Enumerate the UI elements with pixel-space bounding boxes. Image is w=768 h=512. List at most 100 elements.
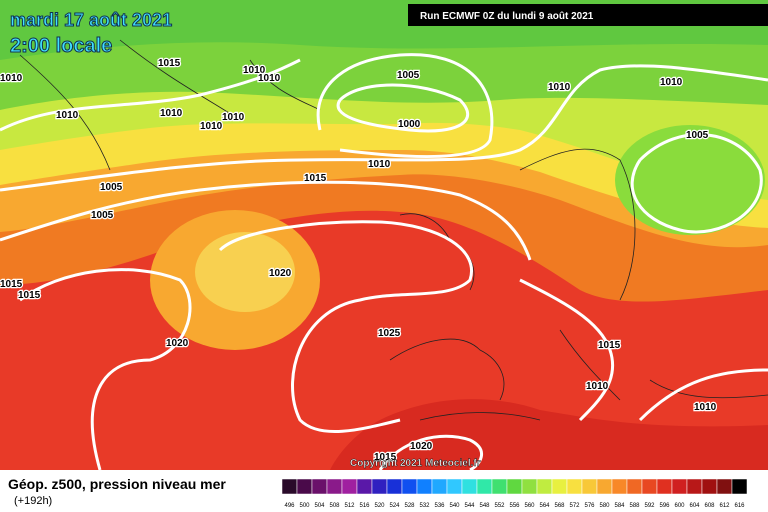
coast-greenland bbox=[19, 39, 321, 171]
color-label: 504 bbox=[314, 503, 325, 509]
color-label: 500 bbox=[299, 503, 310, 509]
isobar bbox=[0, 64, 768, 192]
isobar-label: 1015 bbox=[158, 58, 181, 69]
color-swatch bbox=[371, 478, 388, 495]
color-label: 528 bbox=[404, 503, 415, 509]
date-label: mardi 17 août 2021 bbox=[10, 10, 172, 30]
color-label: 584 bbox=[614, 503, 625, 509]
isobar-label: 1010 bbox=[660, 77, 683, 88]
isobars bbox=[0, 53, 768, 472]
color-label: 588 bbox=[629, 503, 640, 509]
isobar bbox=[316, 53, 494, 159]
isobar-label: 1010 bbox=[694, 402, 717, 413]
color-swatch bbox=[551, 478, 568, 495]
isobar-label: 1005 bbox=[91, 210, 114, 221]
color-swatch bbox=[461, 478, 478, 495]
color-swatch bbox=[731, 478, 748, 495]
isobar-label: 1020 bbox=[269, 268, 292, 279]
isobar-label: 1010 bbox=[56, 110, 79, 121]
color-label: 512 bbox=[344, 503, 355, 509]
isobar-label: 1010 bbox=[243, 65, 266, 76]
color-label: 496 bbox=[284, 503, 295, 509]
color-swatch bbox=[566, 478, 583, 495]
isobar-label: 1020 bbox=[166, 338, 189, 349]
color-swatch bbox=[491, 478, 508, 495]
isobar-label: 1025 bbox=[378, 328, 401, 339]
isobar-label: 1000 bbox=[398, 119, 421, 130]
color-label: 580 bbox=[599, 503, 610, 509]
color-swatch bbox=[686, 478, 703, 495]
isobar bbox=[218, 220, 473, 433]
isobar-label: 1010 bbox=[222, 112, 245, 123]
isobar-label: 1010 bbox=[258, 73, 281, 84]
color-swatch bbox=[626, 478, 643, 495]
color-label: 608 bbox=[704, 503, 715, 509]
color-label: 572 bbox=[569, 503, 580, 509]
color-label: 536 bbox=[434, 503, 445, 509]
color-label: 532 bbox=[419, 503, 430, 509]
run-banner bbox=[408, 4, 768, 26]
color-swatch bbox=[401, 478, 418, 495]
isobar-label: 1005 bbox=[100, 182, 123, 193]
color-swatch bbox=[386, 478, 403, 495]
field-dark-red bbox=[330, 399, 768, 470]
field-green-blob bbox=[615, 125, 765, 235]
isobar-label: 1005 bbox=[397, 70, 420, 81]
color-swatch bbox=[311, 478, 328, 495]
color-label: 516 bbox=[359, 503, 370, 509]
isobar-label: 1005 bbox=[686, 130, 709, 141]
color-swatch bbox=[656, 478, 673, 495]
color-swatch bbox=[506, 478, 523, 495]
isobar bbox=[378, 434, 483, 472]
lead-time: (+192h) bbox=[14, 495, 52, 507]
color-label: 556 bbox=[509, 503, 520, 509]
color-label: 552 bbox=[494, 503, 505, 509]
isobar-label: 1015 bbox=[304, 173, 327, 184]
color-swatch bbox=[416, 478, 433, 495]
color-swatch bbox=[581, 478, 598, 495]
color-swatch bbox=[611, 478, 628, 495]
isobar bbox=[630, 133, 763, 234]
color-label: 524 bbox=[389, 503, 400, 509]
isobar-label: 1015 bbox=[374, 452, 397, 463]
color-swatch bbox=[431, 478, 448, 495]
isobar-label: 1010 bbox=[160, 108, 183, 119]
map-fields bbox=[0, 0, 768, 470]
color-label: 612 bbox=[719, 503, 730, 509]
map-title: Géop. z500, pression niveau mer bbox=[8, 476, 226, 492]
isobar-label: 1015 bbox=[18, 290, 41, 301]
color-label: 548 bbox=[479, 503, 490, 509]
isobar bbox=[336, 83, 470, 133]
isobar bbox=[0, 180, 532, 261]
color-label: 616 bbox=[734, 503, 745, 509]
color-swatch bbox=[596, 478, 613, 495]
color-swatch bbox=[521, 478, 538, 495]
color-swatch bbox=[701, 478, 718, 495]
color-label: 508 bbox=[329, 503, 340, 509]
run-info: Run ECMWF 0Z du lundi 9 août 2021 bbox=[420, 11, 594, 22]
color-swatch bbox=[281, 478, 298, 495]
color-swatch bbox=[296, 478, 313, 495]
color-swatch bbox=[446, 478, 463, 495]
isobar-label: 1020 bbox=[410, 441, 433, 452]
isobar bbox=[519, 278, 768, 422]
color-label: 564 bbox=[539, 503, 550, 509]
isobar-label: 1010 bbox=[586, 381, 609, 392]
color-swatch bbox=[341, 478, 358, 495]
color-swatch bbox=[476, 478, 493, 495]
color-label: 520 bbox=[374, 503, 385, 509]
isobar bbox=[19, 268, 192, 471]
color-label: 600 bbox=[674, 503, 685, 509]
color-label: 544 bbox=[464, 503, 475, 509]
color-scale: 496 500 504 508 512 516 520 524 528 532 536 540 544 5… bbox=[281, 478, 748, 509]
time-label: 2:00 locale bbox=[10, 35, 112, 57]
isobar-label: 1010 bbox=[0, 73, 23, 84]
color-label: 560 bbox=[524, 503, 535, 509]
isobar-label: 1010 bbox=[548, 82, 571, 93]
isobar-label: 1015 bbox=[0, 279, 23, 290]
color-swatch bbox=[536, 478, 553, 495]
color-label: 596 bbox=[659, 503, 670, 509]
color-swatch bbox=[671, 478, 688, 495]
